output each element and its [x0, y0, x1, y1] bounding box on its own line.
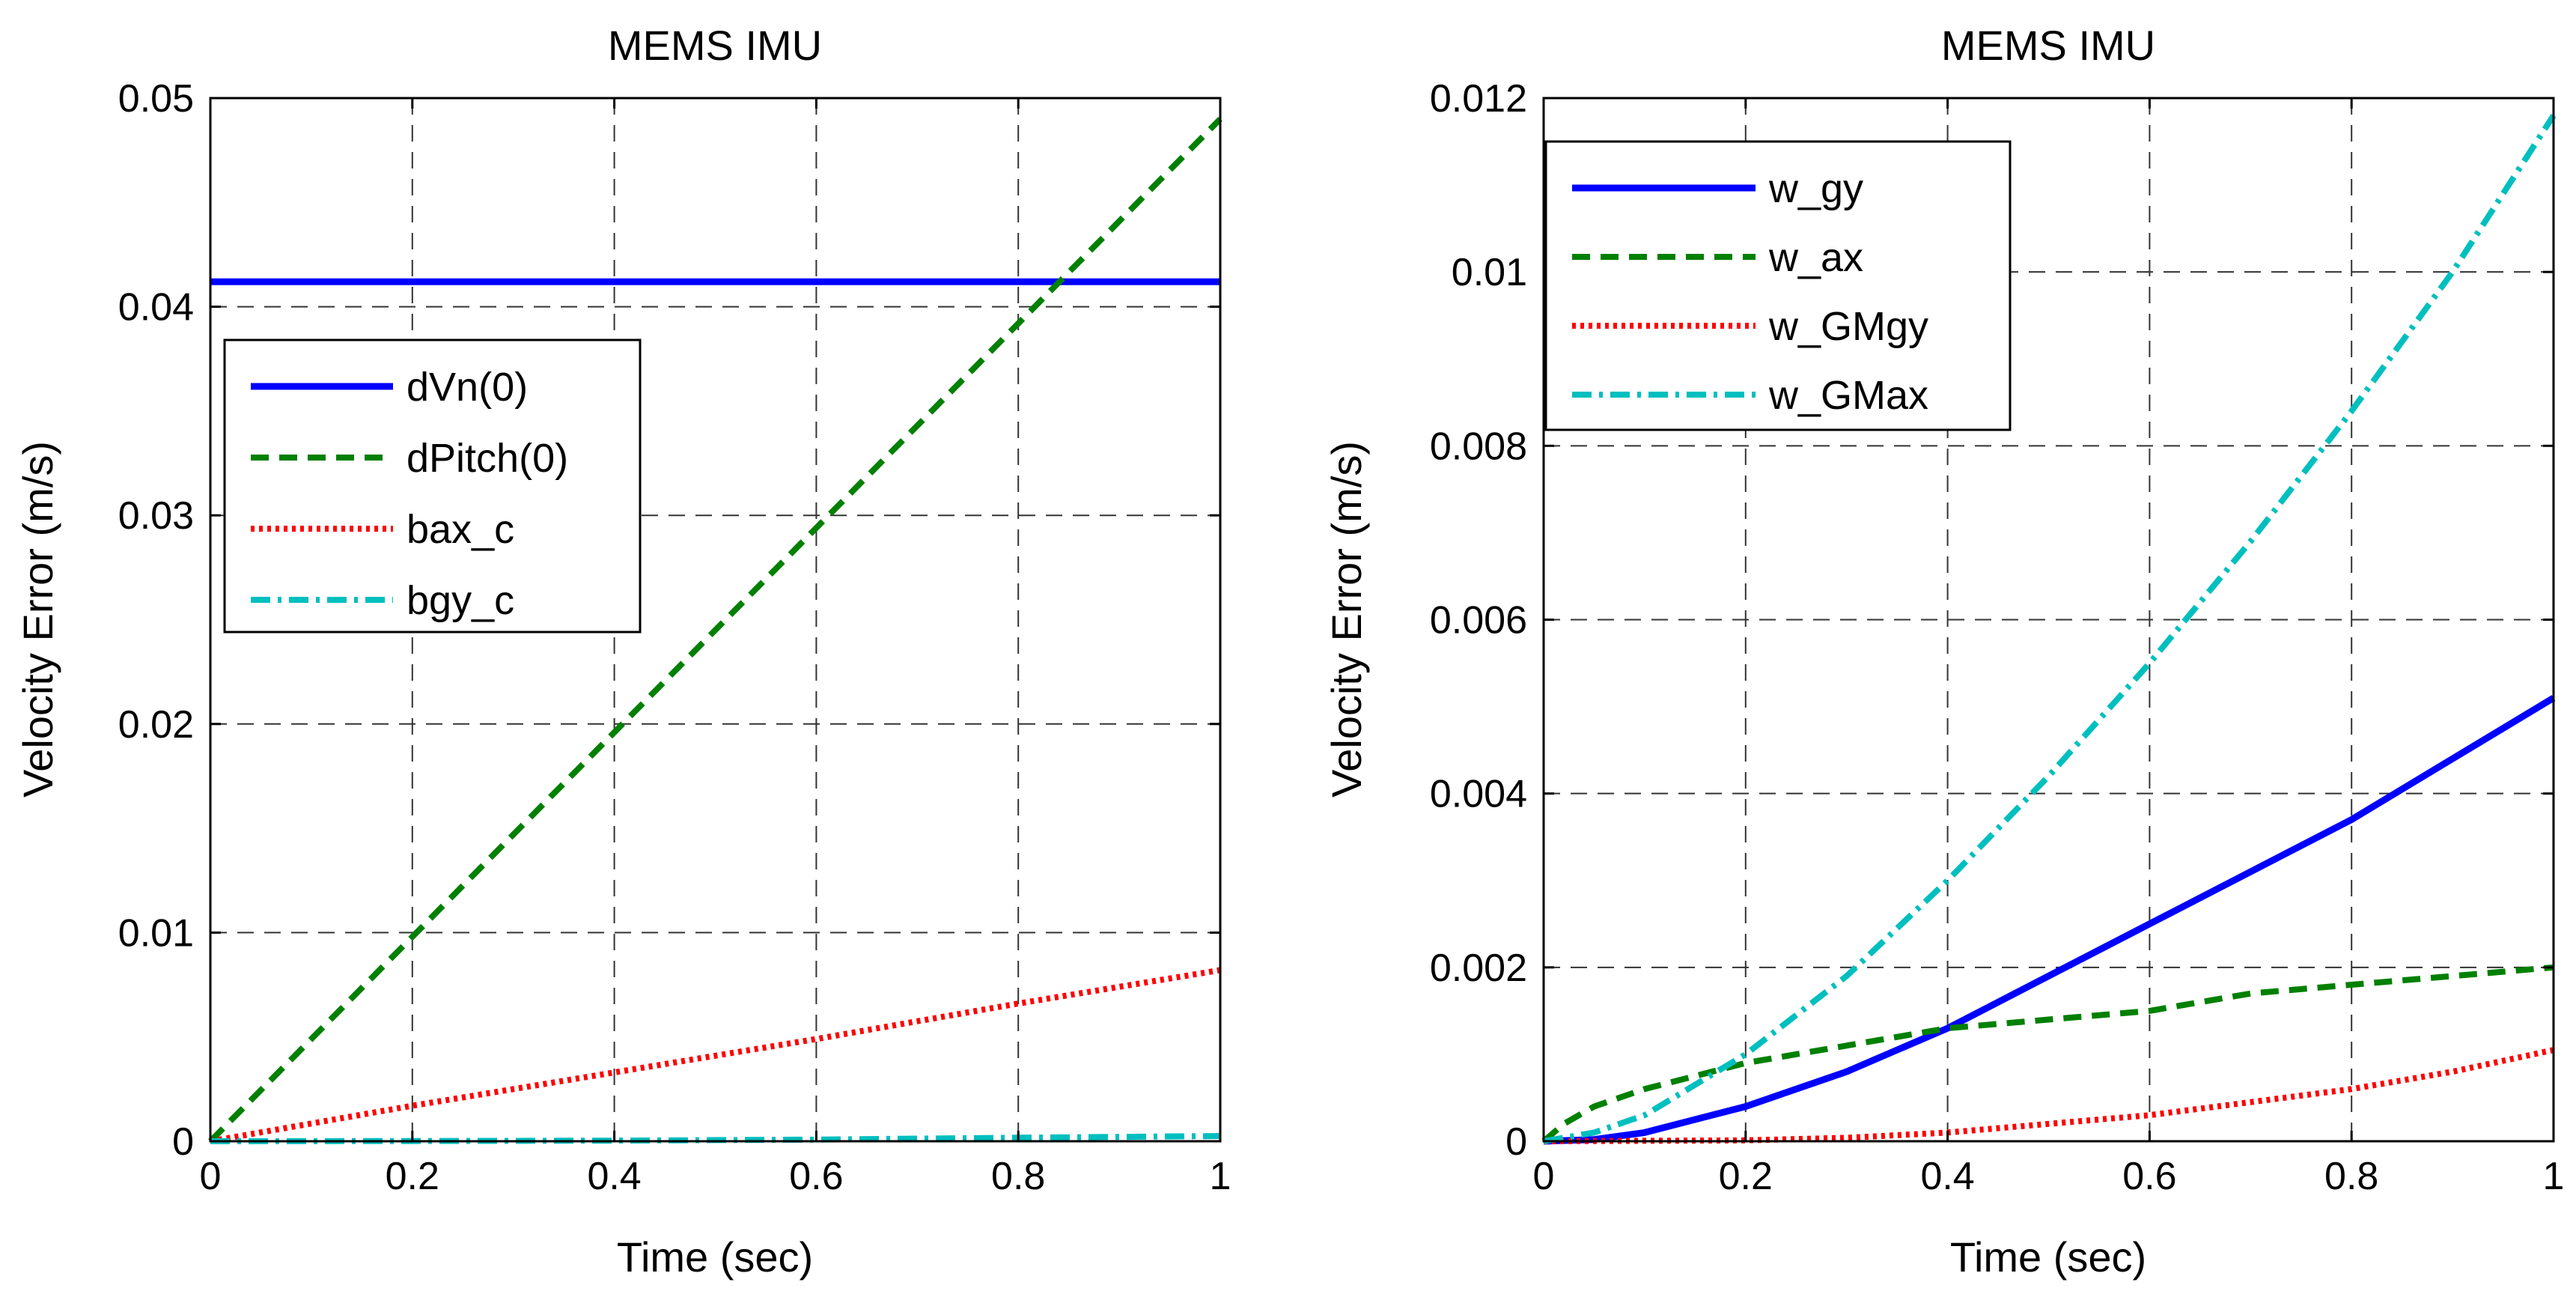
left-y-tick-label: 0.01	[118, 911, 194, 955]
left-x-tick-label: 0.2	[386, 1155, 439, 1198]
right-y-tick-label: 0.002	[1430, 947, 1527, 990]
right-legend-label: w_ax	[1768, 235, 1863, 280]
left-legend-label: bax_c	[407, 507, 514, 552]
left-chart-title: MEMS IMU	[608, 22, 822, 69]
left-legend-label: dVn(0)	[407, 365, 528, 410]
left-legend-label: bgy_c	[407, 578, 514, 623]
left-legend-label: dPitch(0)	[407, 436, 568, 481]
right-y-tick-label: 0.012	[1430, 77, 1527, 121]
right-x-tick-label: 1	[2543, 1155, 2565, 1198]
right-y-tick-label: 0.004	[1430, 773, 1527, 816]
left-x-tick-label: 0.8	[991, 1155, 1045, 1198]
right-series-line-w-ax	[1541, 964, 2554, 1144]
right-series-group	[1541, 114, 2557, 1145]
right-x-tick-label: 0.4	[1920, 1155, 1974, 1198]
right-y-tick-label: 0	[1505, 1120, 1527, 1164]
left-series-line-bax-c	[210, 967, 1221, 1144]
right-y-tick-label: 0.01	[1452, 251, 1527, 294]
right-series-line-w-gy	[1543, 695, 2556, 1145]
right-x-tick-label: 0.8	[2324, 1155, 2378, 1198]
right-chart-panel: 0 0.2 0.4 0.6 0.8 1 0 0.002 0.004 0.006 0.008 0.01 0…	[1323, 22, 2564, 1281]
left-ticks: 0 0.2 0.4 0.6 0.8 1 0 0.01 0.02 0.03 0.04 0.05	[118, 77, 1231, 1198]
left-x-tick-label: 0	[200, 1155, 222, 1198]
right-legend-label: w_GMgy	[1768, 304, 1928, 349]
left-y-tick-label: 0.03	[118, 494, 194, 538]
right-legend-label: w_GMax	[1768, 373, 1928, 418]
left-y-tick-label: 0.04	[118, 286, 194, 329]
right-y-tick-label: 0.008	[1430, 425, 1527, 468]
right-legend-label: w_gy	[1768, 166, 1863, 211]
right-chart-title: MEMS IMU	[1941, 22, 2155, 69]
left-y-tick-label: 0	[172, 1120, 194, 1164]
right-series-line-w-gmax	[1543, 114, 2557, 1144]
left-legend: dVn(0) dPitch(0) bax_c bgy_c	[223, 338, 642, 634]
left-x-tick-label: 0.6	[789, 1155, 843, 1198]
left-y-tick-label: 0.05	[118, 77, 194, 121]
right-y-tick-label: 0.006	[1430, 599, 1527, 643]
right-x-tick-label: 0.2	[1719, 1155, 1773, 1198]
right-y-axis-label: Velocity Error (m/s)	[1323, 441, 1370, 798]
right-x-tick-label: 0	[1533, 1155, 1555, 1198]
left-x-axis-label: Time (sec)	[617, 1233, 813, 1281]
left-axes-box	[209, 97, 1222, 1143]
right-ticks: 0 0.2 0.4 0.6 0.8 1 0 0.002 0.004 0.006 0.008 0.01 0…	[1430, 77, 2565, 1198]
right-x-tick-label: 0.6	[2122, 1155, 2176, 1198]
left-x-tick-label: 0.4	[587, 1155, 641, 1198]
left-x-tick-label: 1	[1210, 1155, 1231, 1198]
left-y-axis-label: Velocity Error (m/s)	[14, 441, 61, 798]
left-chart-panel: 0 0.2 0.4 0.6 0.8 1 0 0.01 0.02 0.03 0.04 0.05 MEMS…	[14, 22, 1231, 1281]
right-legend: w_gy w_ax w_GMgy w_GMax	[1544, 140, 2012, 431]
left-series-line-dpitch-0-	[208, 117, 1222, 1143]
left-y-tick-label: 0.02	[118, 703, 194, 747]
right-x-axis-label: Time (sec)	[1950, 1233, 2146, 1281]
